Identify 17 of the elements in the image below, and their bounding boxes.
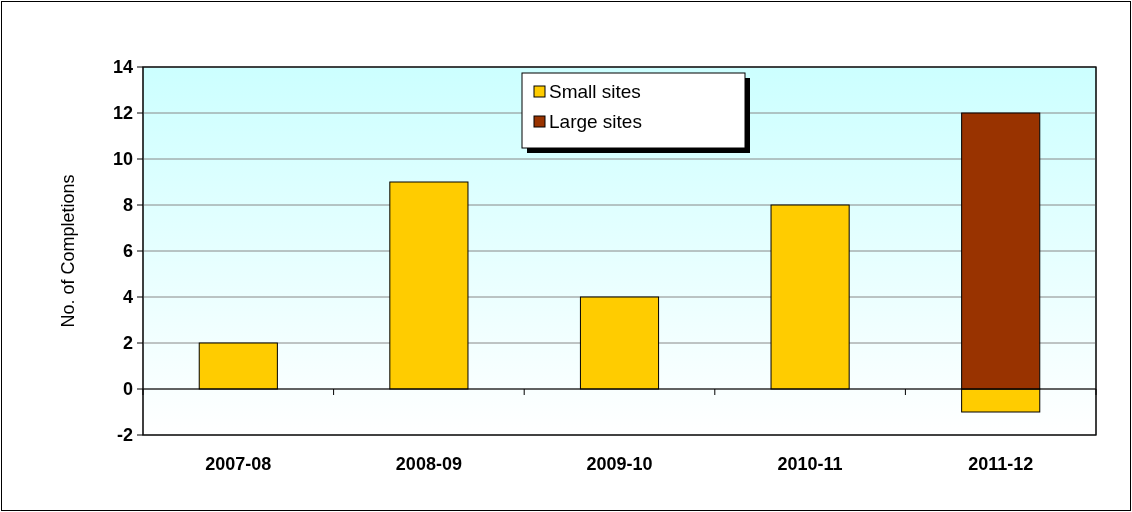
y-tick-label: 14 bbox=[112, 57, 133, 78]
legend-label: Large sites bbox=[549, 111, 642, 132]
y-tick-label: -2 bbox=[116, 425, 133, 446]
y-tick-label: 0 bbox=[122, 379, 133, 400]
y-tick-label: 8 bbox=[122, 195, 133, 216]
legend-label: Small sites bbox=[549, 81, 641, 102]
y-tick-label: 2 bbox=[122, 333, 133, 354]
x-tick-label: 2007-08 bbox=[205, 454, 272, 474]
y-tick-label: 6 bbox=[122, 241, 133, 262]
x-tick-label: 2010-11 bbox=[777, 454, 843, 474]
y-tick-label: 12 bbox=[112, 103, 133, 124]
x-tick-label: 2009-10 bbox=[586, 454, 653, 474]
x-tick-label: 2008-09 bbox=[395, 454, 462, 474]
y-tick-label: 10 bbox=[112, 149, 133, 170]
y-tick-label: 4 bbox=[122, 287, 133, 308]
x-tick-label: 2011-12 bbox=[968, 454, 1034, 474]
y-axis-title: No. of Completions bbox=[58, 174, 78, 328]
